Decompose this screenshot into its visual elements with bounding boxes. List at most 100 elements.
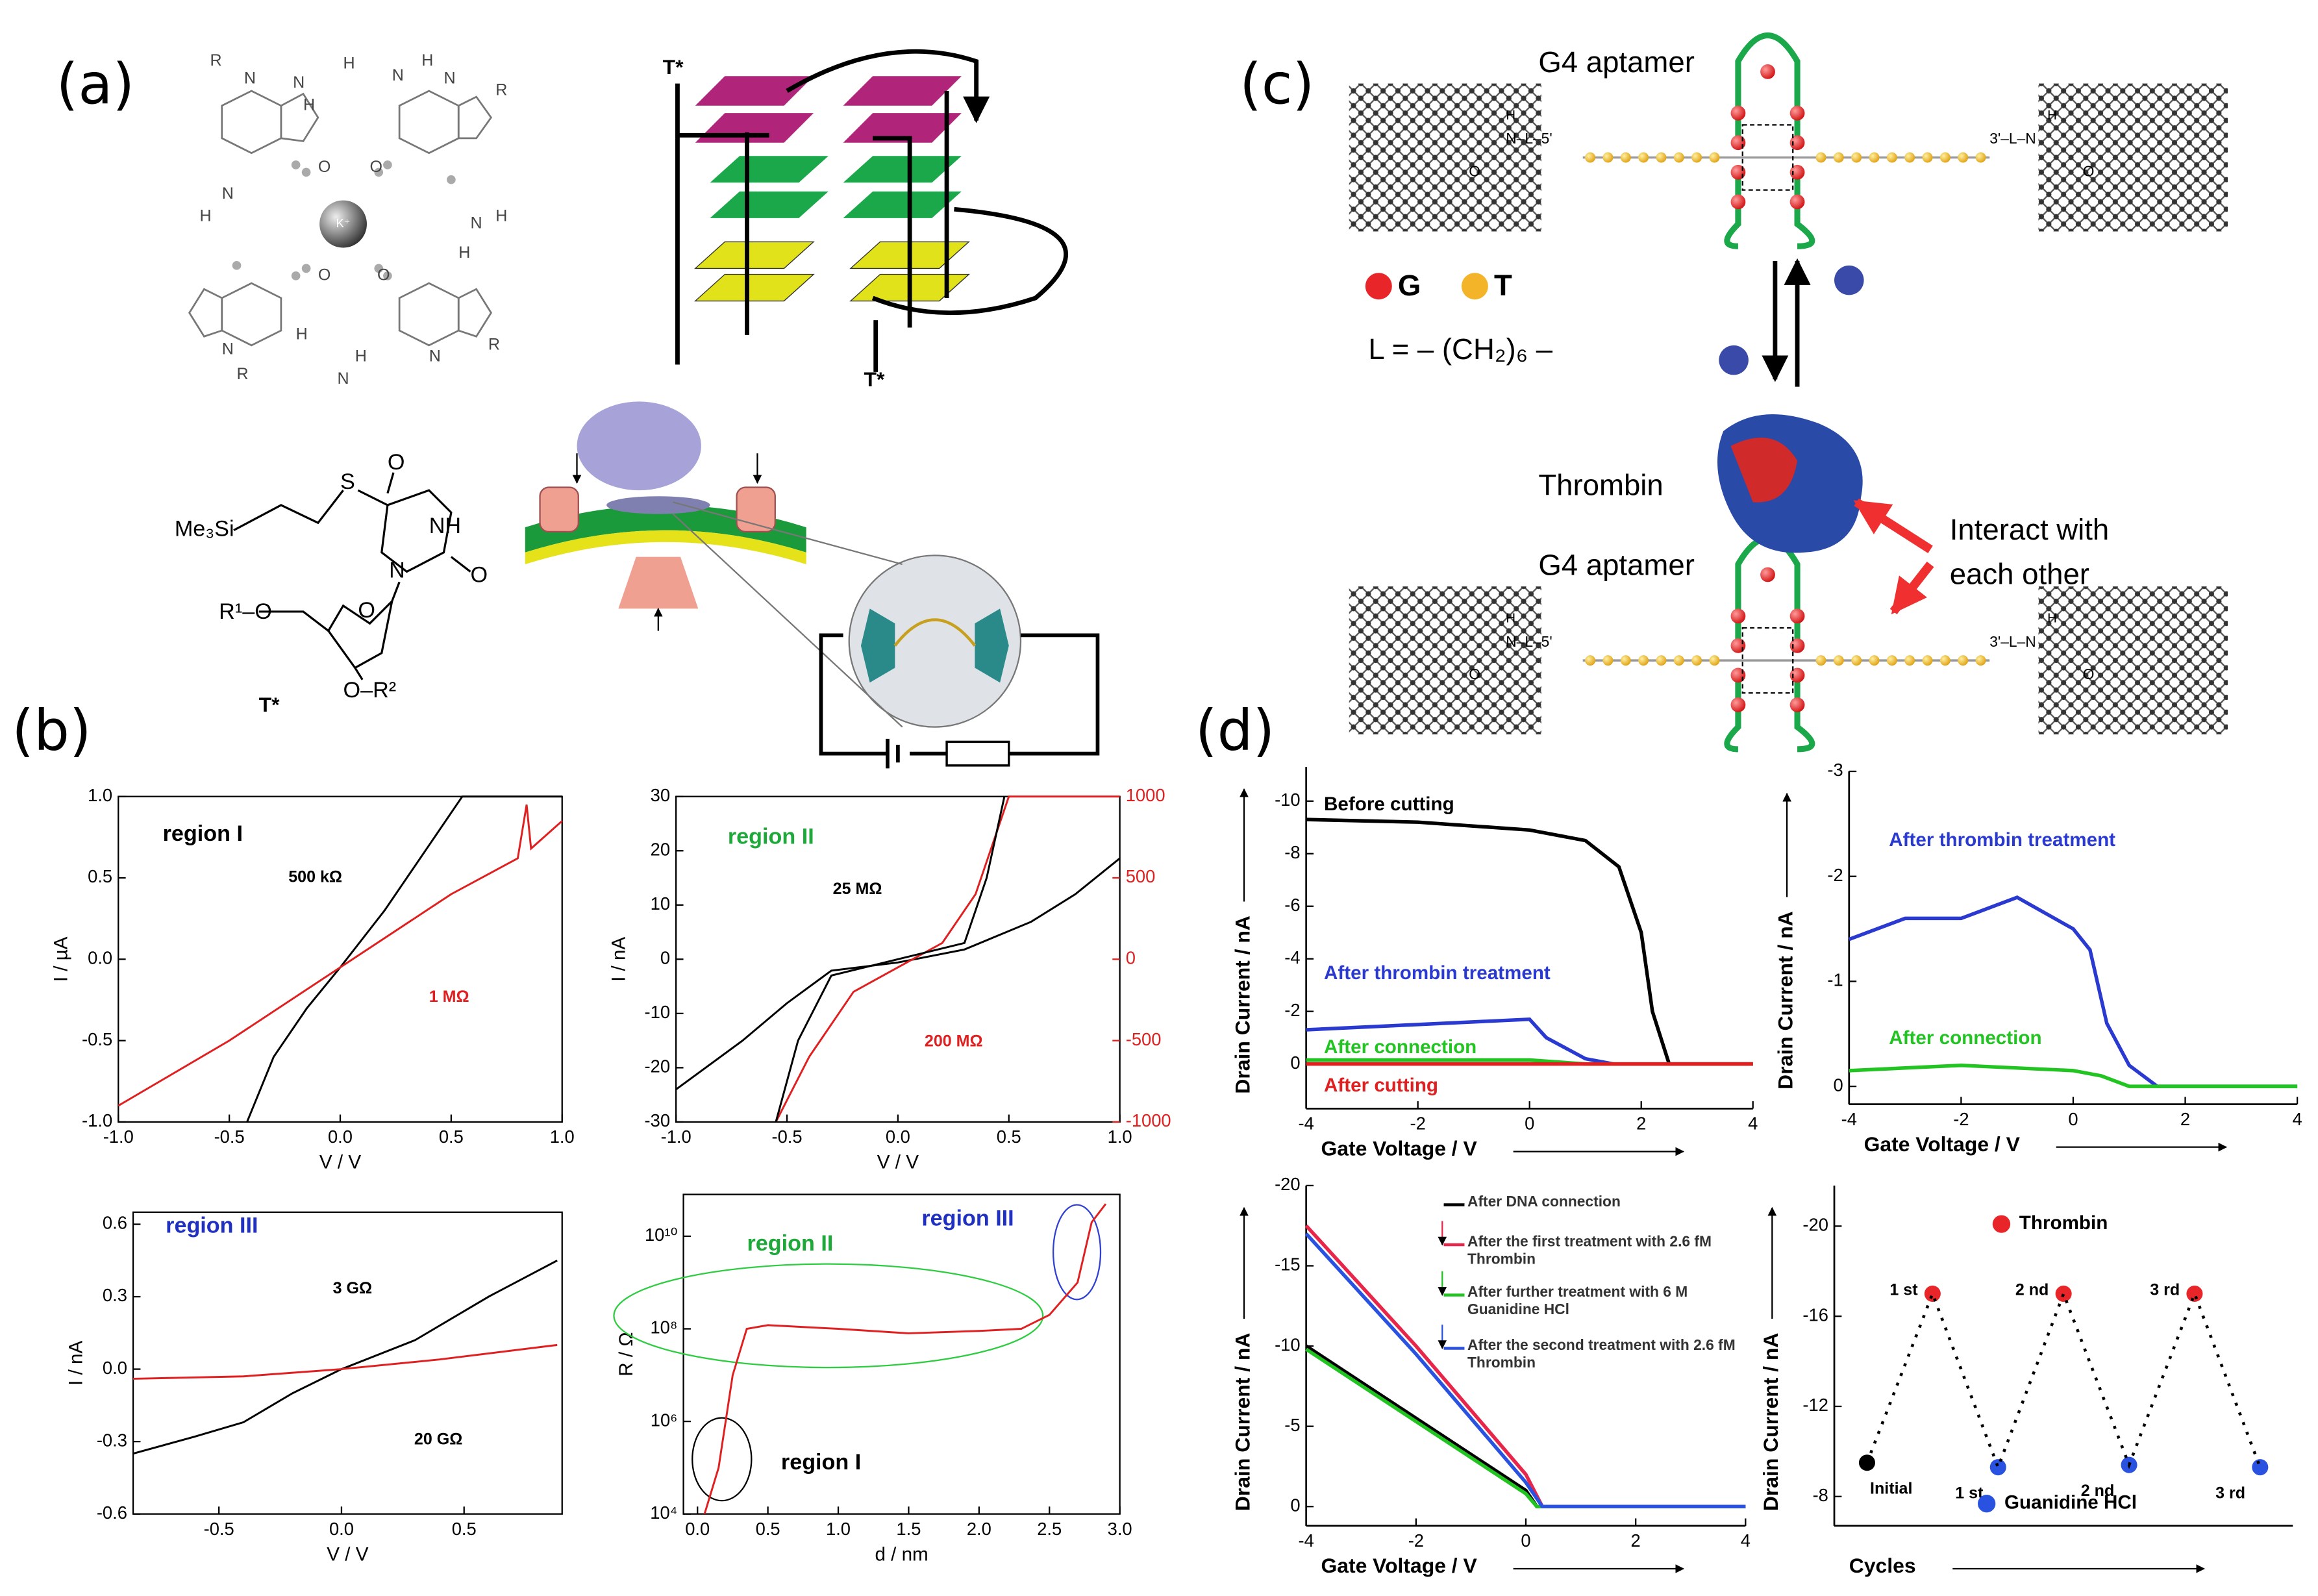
y-axis-label: I / µA	[51, 936, 72, 982]
legend-entry: After the first treatment with 2.6 fM Th…	[1467, 1234, 1712, 1267]
dot	[1673, 152, 1684, 163]
dot	[1789, 105, 1805, 121]
series-line	[133, 1343, 558, 1380]
point	[2252, 1459, 2269, 1476]
atom-label: R	[210, 51, 222, 69]
annotation: 500 kΩ	[288, 868, 342, 886]
y2-tick-label: -1000	[1126, 1110, 1171, 1130]
annotation: region I	[163, 821, 243, 846]
dot	[1585, 152, 1596, 163]
x-tick-label: -4	[1841, 1109, 1857, 1129]
atom-label: O	[318, 158, 330, 176]
dot	[1904, 152, 1915, 163]
dot	[1709, 152, 1720, 163]
dot	[1673, 655, 1684, 666]
x-tick-label: 0.0	[685, 1519, 710, 1539]
label: Me₃Si	[175, 517, 234, 542]
dot	[1958, 152, 1969, 163]
x-tick-label: -0.5	[214, 1127, 245, 1147]
x-tick-label: -2	[1408, 1530, 1424, 1551]
y-tick-label: -15	[1275, 1254, 1301, 1275]
dot	[1760, 567, 1775, 582]
dot	[1620, 655, 1631, 666]
y-axis-label: Drain Current / nA	[1230, 916, 1254, 1094]
thrombin-small	[1834, 265, 1864, 295]
legend-entry: After DNA connection	[1467, 1194, 1621, 1211]
series-line	[775, 796, 1006, 1123]
point-label: 3 rd	[2150, 1281, 2180, 1299]
y-tick-label: 0	[1290, 1495, 1300, 1515]
legend-text: After the second treatment with 2.6 fM T…	[1467, 1338, 1736, 1371]
atom-label: N	[337, 369, 349, 388]
annotation: region II	[728, 825, 814, 849]
atom-label: N	[392, 66, 404, 84]
k-box	[1741, 627, 1794, 694]
label: G4 aptamer	[1538, 45, 1695, 79]
panel-label: (d)	[1195, 699, 1275, 764]
y-tick-label: -30	[645, 1110, 670, 1130]
legend-label: Guanidine HCl	[2004, 1492, 2137, 1514]
annotation: 20 GΩ	[414, 1430, 462, 1448]
x-tick-label: 4	[1748, 1114, 1758, 1134]
legend-entry: After the second treatment with 2.6 fM T…	[1467, 1338, 1736, 1371]
y-tick-label: -0.6	[97, 1502, 127, 1523]
y-tick-label: -12	[1802, 1395, 1828, 1415]
hbond-dots	[232, 160, 456, 281]
atom-label: R	[495, 81, 507, 99]
annotation: 3 GΩ	[333, 1279, 372, 1297]
label: S	[340, 469, 355, 494]
label: O	[1469, 162, 1480, 179]
y-tick-label: -6	[1284, 895, 1300, 915]
x-axis-label: Cycles	[1849, 1554, 1916, 1577]
legend-text: After DNA connection	[1467, 1194, 1621, 1211]
dot	[1602, 655, 1614, 666]
annotation: 1 MΩ	[429, 988, 469, 1006]
y-tick-label: 0.5	[88, 866, 112, 886]
atom-label: N	[470, 214, 482, 232]
label: Interact with	[1950, 513, 2110, 546]
dot	[1886, 152, 1897, 163]
annotation: 200 MΩ	[925, 1032, 983, 1051]
point-label: Initial	[1870, 1479, 1912, 1497]
y-tick-label: 30	[651, 785, 670, 805]
x-axis-label: V / V	[877, 1152, 919, 1173]
y-axis-label: Drain Current / nA	[1774, 911, 1797, 1090]
y-tick-label: -0.3	[97, 1430, 127, 1450]
atom-label: H	[495, 206, 507, 225]
y-tick-label: 0	[660, 948, 670, 968]
dot	[1833, 152, 1844, 163]
dot	[1602, 152, 1614, 163]
panel-label: (c)	[1240, 52, 1314, 117]
series-line	[775, 795, 1120, 1123]
dot	[1939, 655, 1950, 666]
x-axis-label: Gate Voltage / V	[1321, 1554, 1477, 1577]
point-label: 2 nd	[2015, 1281, 2049, 1299]
label: O	[388, 450, 405, 475]
dot	[1620, 152, 1631, 163]
y-tick-label: -10	[1275, 790, 1301, 810]
label: G4 aptamer	[1538, 549, 1695, 582]
dot	[1886, 655, 1897, 666]
y-tick-label: 0.6	[103, 1213, 127, 1233]
x-tick-label: 0.0	[329, 1519, 354, 1539]
atom-label: H	[458, 243, 470, 262]
x-tick-label: 2.0	[967, 1519, 991, 1539]
dot	[1789, 194, 1805, 210]
series-line	[1849, 1064, 2298, 1088]
dot	[1975, 655, 1986, 666]
g-quadruplex	[675, 49, 1068, 372]
y-axis-label: I / nA	[608, 937, 629, 982]
dot	[1789, 667, 1805, 683]
thrombin	[1717, 414, 1863, 553]
x-tick-label: 0	[1525, 1114, 1534, 1134]
y-tick-label: 20	[651, 839, 670, 859]
y-tick-label: 0.3	[103, 1285, 127, 1305]
y-tick-label: -8	[1813, 1485, 1828, 1505]
x-tick-label: 0.5	[439, 1127, 464, 1147]
point-label: 1 st	[1955, 1484, 1984, 1502]
series-line	[675, 857, 1121, 1091]
nanotube	[2038, 586, 2228, 735]
k-box	[1741, 124, 1794, 191]
dot	[1789, 697, 1805, 712]
